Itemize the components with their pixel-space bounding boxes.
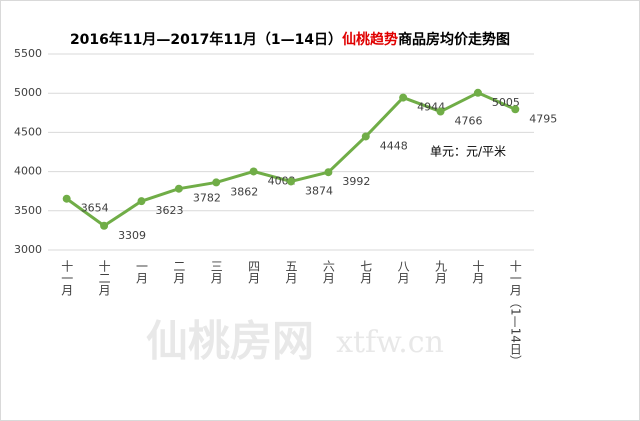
unit-note: 单元：元/平米 xyxy=(430,145,506,159)
data-label: 4448 xyxy=(380,139,408,152)
title-part: 仙桃趋势 xyxy=(342,31,398,48)
y-tick-label: 3500 xyxy=(14,204,42,217)
point xyxy=(473,88,482,97)
point xyxy=(511,105,520,114)
point xyxy=(212,178,221,187)
x-tick-label: 十一月（1—14日） xyxy=(508,260,522,367)
x-tick-label: 六月 xyxy=(321,260,335,285)
data-label: 4766 xyxy=(455,115,483,128)
x-tick-label: 十月 xyxy=(471,260,485,285)
point xyxy=(287,177,295,186)
data-label: 3309 xyxy=(118,229,146,242)
y-tick-label: 5500 xyxy=(14,47,42,60)
x-tick-label: 九月 xyxy=(434,260,448,285)
point xyxy=(137,197,146,206)
point xyxy=(174,184,183,193)
data-label: 3874 xyxy=(305,184,333,197)
x-tick-label: 一月 xyxy=(134,260,148,285)
x-tick-label: 八月 xyxy=(396,260,410,285)
x-tick-label: 二月 xyxy=(172,260,186,285)
y-tick-label: 4500 xyxy=(14,125,42,138)
data-label: 5005 xyxy=(492,96,520,109)
data-label: 3654 xyxy=(81,202,109,215)
x-tick-label: 三月 xyxy=(209,260,223,285)
y-tick-label: 4000 xyxy=(14,165,42,178)
y-tick-label: 3000 xyxy=(14,243,42,256)
data-label: 3862 xyxy=(230,185,258,198)
point xyxy=(324,168,333,177)
point xyxy=(361,132,370,141)
point xyxy=(100,221,109,230)
point xyxy=(399,93,408,102)
data-label: 3782 xyxy=(193,192,221,205)
y-tick-label: 5000 xyxy=(14,86,42,99)
title-part: 2016年11月—2017年11月（1—14日） xyxy=(70,31,342,48)
x-tick-label: 十二月 xyxy=(97,260,111,297)
title-part: 商品房均价走势图 xyxy=(398,31,510,48)
chart-title: 2016年11月—2017年11月（1—14日）仙桃趋势商品房均价走势图 xyxy=(70,31,510,48)
data-label: 3992 xyxy=(342,175,370,188)
x-tick-label: 四月 xyxy=(247,260,261,285)
point xyxy=(62,194,71,203)
watermark: 仙桃房网 xyxy=(146,317,314,366)
watermark: xtfw.cn xyxy=(336,325,444,360)
point xyxy=(249,167,258,176)
x-tick-label: 十一月 xyxy=(60,260,74,297)
data-label: 3623 xyxy=(155,204,183,217)
x-tick-label: 五月 xyxy=(284,260,298,285)
data-label: 4795 xyxy=(529,112,557,125)
point xyxy=(436,107,445,116)
x-tick-label: 七月 xyxy=(359,260,373,285)
